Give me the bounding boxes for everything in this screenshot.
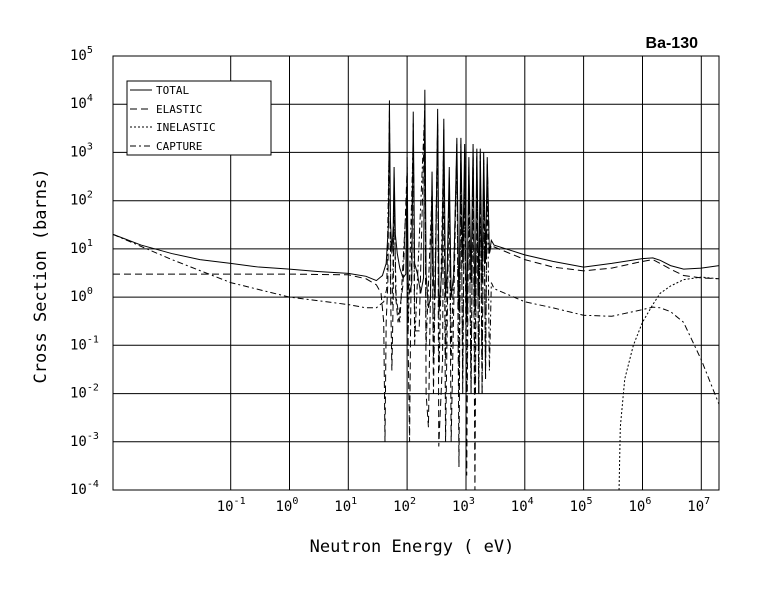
y-tick-label-2: 10-2 (70, 383, 99, 402)
x-axis-title: Neutron Energy ( eV) (310, 537, 515, 557)
y-tick-label-9: 105 (70, 45, 93, 64)
series-line-capture (112, 108, 720, 405)
legend-label-capture: CAPTURE (156, 140, 202, 153)
series-lines (112, 89, 720, 491)
chart-title: Ba-130 (646, 35, 699, 52)
plot-frame (112, 55, 720, 491)
y-tick-label-1: 10-3 (70, 431, 99, 450)
x-tick-label-7: 106 (629, 496, 652, 515)
y-axis-title: Cross Section (barns) (31, 169, 51, 384)
x-tick-label-6: 105 (570, 496, 593, 515)
series-line-inelastic (618, 276, 720, 491)
legend-label-elastic: ELASTIC (156, 103, 202, 116)
x-tick-label-4: 103 (452, 496, 475, 515)
y-tick-label-3: 10-1 (70, 334, 99, 353)
y-tick-label-6: 102 (70, 190, 93, 209)
grid (113, 55, 719, 491)
x-tick-label-5: 104 (511, 496, 534, 515)
x-tick-label-3: 102 (393, 496, 416, 515)
legend-label-total: TOTAL (156, 84, 189, 97)
x-tick-labels: 10-1 100 101 102 103 104 105 106 107 (217, 496, 710, 515)
y-tick-label-8: 104 (70, 93, 93, 112)
y-tick-label-4: 100 (70, 286, 93, 305)
x-tick-label-1: 100 (276, 496, 299, 515)
y-tick-label-0: 10-4 (70, 479, 99, 498)
y-tick-labels: 10-4 10-3 10-2 10-1 100 101 102 103 104 105 (70, 45, 99, 498)
x-tick-label-2: 101 (334, 496, 357, 515)
x-tick-label-0: 10-1 (217, 496, 246, 515)
legend-box (126, 80, 272, 156)
y-tick-label-5: 101 (70, 238, 93, 257)
x-tick-label-8: 107 (687, 496, 710, 515)
legend: TOTAL ELASTIC INELASTIC CAPTURE (126, 80, 272, 156)
y-tick-label-7: 103 (70, 141, 93, 160)
legend-label-inelastic: INELASTIC (156, 121, 216, 134)
